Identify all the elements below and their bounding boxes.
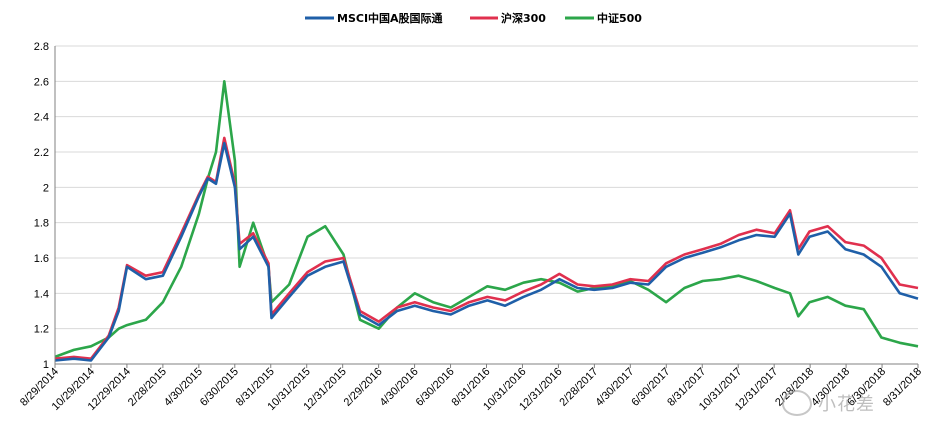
gridlines	[55, 45, 918, 330]
wechat-icon	[782, 390, 812, 416]
y-tick-label: 2.2	[34, 147, 49, 159]
legend-label-hs300: 沪深300	[501, 11, 546, 25]
y-tick-label: 2.8	[34, 41, 49, 53]
legend-label-zz500: 中证500	[597, 11, 642, 25]
y-tick-label: 2	[43, 182, 49, 194]
watermark: 小花差	[782, 390, 875, 416]
y-axis-ticks: 1 1.2 1.4 1.6 1.8 2 2.2 2.4 2.6 2.8	[34, 41, 49, 371]
y-tick-label: 2.4	[34, 112, 49, 124]
y-tick-label: 1.8	[34, 218, 49, 230]
x-tick-label: 8/31/2018	[881, 366, 924, 409]
series-line-zz500	[54, 80, 919, 359]
y-tick-label: 1.2	[34, 324, 49, 336]
series-lines	[54, 80, 919, 362]
y-tick-label: 1.6	[34, 253, 49, 265]
watermark-text: 小花差	[818, 394, 875, 415]
series-line-hs300	[54, 136, 919, 361]
chart-legend: MSCI中国A股国际通 沪深300 中证500	[305, 11, 642, 25]
series-line-msci	[54, 141, 919, 362]
y-tick-label: 1.4	[34, 288, 49, 300]
y-tick-label: 2.6	[34, 76, 49, 88]
y-tick-label: 1	[43, 359, 49, 371]
legend-label-msci: MSCI中国A股国际通	[337, 11, 443, 25]
